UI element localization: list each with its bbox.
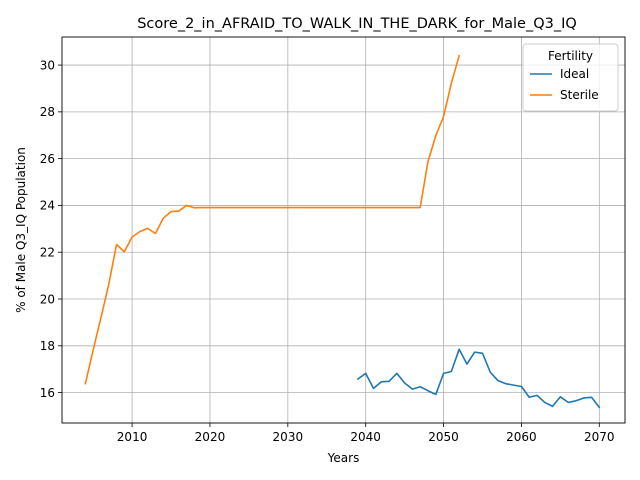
y-axis-ticks: 16 18 20 22 24 26 28 30 xyxy=(40,58,62,400)
x-axis-ticks: 2010 2020 2030 2040 2050 2060 2070 xyxy=(117,423,615,444)
x-tick-label: 2020 xyxy=(195,430,226,444)
y-tick-label: 28 xyxy=(40,105,55,119)
y-tick-label: 24 xyxy=(40,199,55,213)
x-tick-label: 2040 xyxy=(350,430,381,444)
x-tick-label: 2030 xyxy=(273,430,304,444)
legend: Fertility Ideal Sterile xyxy=(522,43,619,112)
x-tick-label: 2060 xyxy=(506,430,537,444)
y-tick-label: 18 xyxy=(40,339,55,353)
plot-area-frame xyxy=(61,36,626,424)
x-tick-label: 2050 xyxy=(428,430,459,444)
y-tick-label: 26 xyxy=(40,152,55,166)
series-line-ideal xyxy=(356,348,601,409)
chart-title: Score_2_in_AFRAID_TO_WALK_IN_THE_DARK_fo… xyxy=(137,16,577,32)
grid-lines xyxy=(62,37,625,423)
y-axis-label: % of Male Q3_IQ Population xyxy=(14,147,28,313)
y-tick-label: 30 xyxy=(40,58,55,72)
series-line-sterile xyxy=(84,54,461,385)
x-tick-label: 2010 xyxy=(117,430,148,444)
y-tick-label: 22 xyxy=(40,246,55,260)
legend-entries: Ideal Sterile xyxy=(530,67,599,102)
x-tick-label: 2070 xyxy=(584,430,615,444)
legend-label-sterile: Sterile xyxy=(560,88,599,102)
y-tick-label: 16 xyxy=(40,386,55,400)
x-axis-label: Years xyxy=(327,451,360,465)
series-layer xyxy=(84,54,601,409)
legend-title: Fertility xyxy=(548,49,593,63)
legend-label-ideal: Ideal xyxy=(560,67,589,81)
y-tick-label: 20 xyxy=(40,292,55,306)
